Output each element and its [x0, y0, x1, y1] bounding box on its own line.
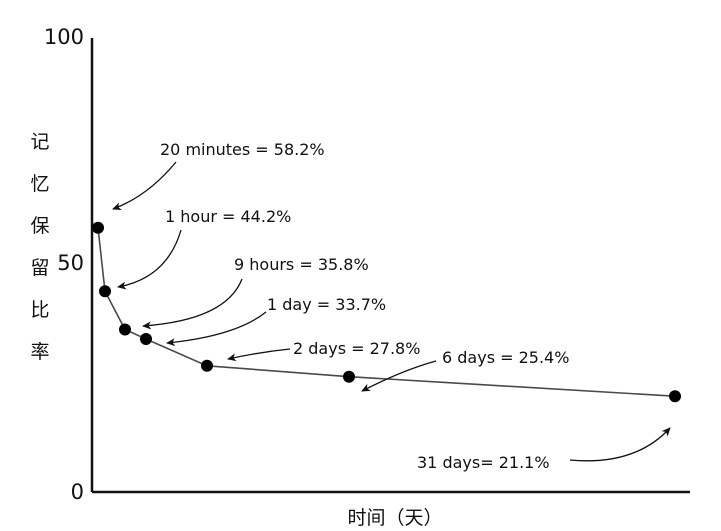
annotation-arrow	[227, 348, 291, 362]
y-tick-label-0: 0	[71, 480, 84, 504]
data-points	[92, 221, 681, 403]
y-axis-title-char: 保	[30, 215, 49, 237]
y-axis-title-char: 忆	[30, 173, 49, 195]
y-axis-title-char: 比	[30, 299, 49, 321]
annotation-arrow	[569, 427, 671, 462]
data-point	[92, 221, 104, 234]
annotation-labels: 20 minutes = 58.2% 1 hour = 44.2% 9 hours …	[160, 140, 569, 472]
y-axis-title-char: 率	[30, 341, 49, 363]
data-point-label: 6 days = 25.4%	[442, 348, 569, 367]
data-point	[99, 285, 111, 298]
data-point-label: 31 days= 21.1%	[417, 453, 550, 472]
annotation-arrow	[142, 278, 243, 330]
y-axis-title-char: 记	[30, 131, 49, 153]
series-line	[97, 227, 676, 397]
y-tick-label-100: 100	[44, 25, 84, 49]
data-point-label: 20 minutes = 58.2%	[160, 140, 325, 159]
data-point	[201, 359, 213, 372]
annotation-arrow	[361, 360, 437, 392]
data-point-label: 9 hours = 35.8%	[234, 255, 369, 274]
annotation-arrow	[112, 161, 177, 210]
data-point	[343, 370, 355, 383]
data-point-label: 1 hour = 44.2%	[165, 207, 291, 226]
annotation-arrow	[166, 311, 267, 347]
data-point	[669, 390, 681, 403]
data-point	[119, 323, 131, 336]
x-axis-title: 时间（天）	[347, 507, 442, 529]
annotation-arrow	[117, 229, 182, 290]
data-point-label: 2 days = 27.8%	[293, 339, 420, 358]
data-point	[140, 333, 152, 345]
annotation-arrows	[112, 161, 671, 462]
y-tick-label-50: 50	[57, 251, 84, 275]
y-axis-title-char: 留	[30, 257, 49, 279]
data-point-label: 1 day = 33.7%	[267, 295, 386, 314]
